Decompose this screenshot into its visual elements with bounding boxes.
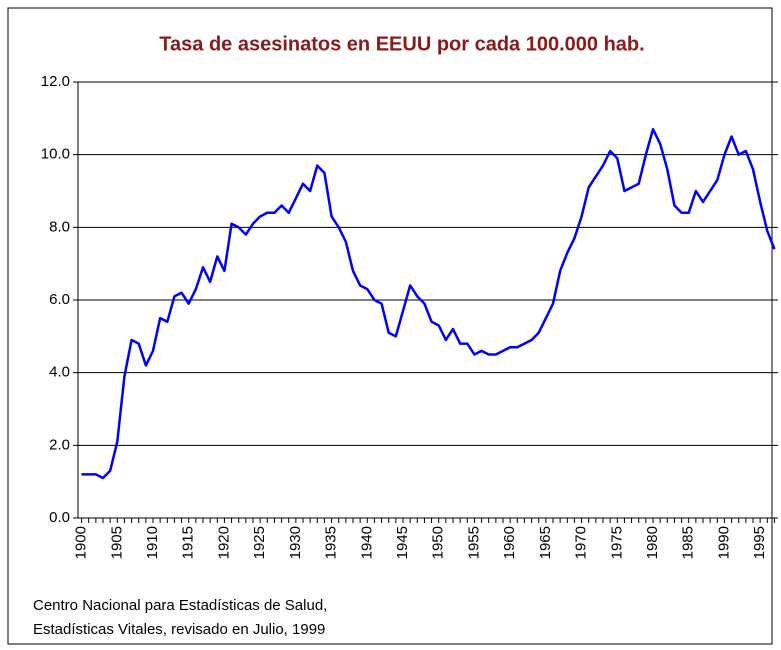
x-tick-label: 1920 [215,526,232,559]
x-tick-label: 1985 [680,526,697,559]
x-tick-label: 1960 [501,526,518,559]
y-tick-label: 10.0 [41,146,70,163]
chart-frame [7,7,773,645]
x-tick-label: 1950 [430,526,447,559]
data-line [81,127,776,480]
y-tick-label: 2.0 [49,436,70,453]
x-tick-label: 1955 [465,526,482,559]
x-tick-label: 1935 [323,526,340,559]
x-tick-label: 1970 [573,526,590,559]
x-tick-label: 1900 [73,526,90,559]
y-tick-label: 8.0 [49,218,70,235]
y-tick-label: 12.0 [41,73,70,90]
y-tick-label: 6.0 [49,291,70,308]
x-tick-label: 1905 [108,526,125,559]
x-tick-label: 1925 [251,526,268,559]
x-tick-label: 1990 [715,526,732,559]
chart-title: Tasa de asesinatos en EEUU por cada 100.… [159,33,644,55]
source-note: Centro Nacional para Estadísticas de Sal… [33,597,327,614]
source-note: Estadísticas Vitales, revisado en Julio,… [33,621,325,638]
x-tick-label: 1915 [180,526,197,559]
x-tick-label: 1945 [394,526,411,559]
y-tick-label: 4.0 [49,364,70,381]
y-tick-label: 0.0 [49,509,70,526]
x-tick-label: 1980 [644,526,661,559]
x-tick-label: 1930 [287,526,304,559]
x-tick-label: 1940 [358,526,375,559]
x-tick-label: 1965 [537,526,554,559]
x-tick-label: 1995 [751,526,768,559]
x-tick-label: 1975 [608,526,625,559]
x-tick-label: 1910 [144,526,161,559]
